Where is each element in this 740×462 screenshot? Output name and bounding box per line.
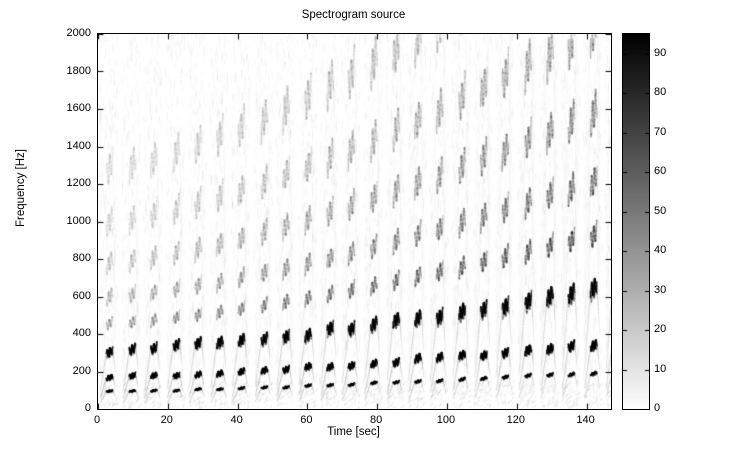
y-tick-label: 400: [72, 327, 91, 339]
colorbar-tick-label: 10: [654, 362, 667, 375]
colorbar-tick-label: 30: [654, 283, 667, 296]
colorbar-tick-label: 40: [654, 244, 667, 257]
colorbar: [622, 33, 650, 410]
colorbar-tick-label: 80: [654, 86, 667, 99]
y-tick-label: 1400: [66, 139, 91, 152]
plot-area: [97, 33, 612, 410]
colorbar-tick-label: 90: [654, 46, 667, 59]
y-tick-label: 200: [72, 364, 91, 377]
x-tick-label: 100: [436, 414, 456, 426]
x-axis-label: Time [sec]: [327, 426, 380, 438]
colorbar-tick-label: 70: [654, 125, 667, 138]
y-tick-label: 800: [72, 252, 91, 264]
y-tick-label: 600: [72, 289, 91, 302]
x-tick-label: 20: [160, 414, 173, 426]
colorbar-tick-label: 60: [654, 165, 667, 178]
y-axis-label: Frequency [Hz]: [15, 149, 27, 227]
y-tick-label: 1200: [66, 177, 91, 189]
x-tick-label: 120: [506, 414, 525, 426]
y-tick-label: 2000: [66, 27, 91, 39]
y-tick-label: 0: [84, 402, 91, 414]
chart-title: Spectrogram source: [301, 9, 406, 21]
x-tick-label: 40: [230, 414, 243, 426]
x-tick-label: 140: [576, 414, 595, 426]
y-tick-label: 1000: [66, 214, 91, 227]
x-tick-label: 0: [93, 414, 101, 426]
colorbar-canvas: [622, 33, 650, 410]
spectrogram-canvas: [97, 33, 612, 410]
colorbar-tick-label: 50: [654, 204, 667, 217]
x-tick-label: 60: [300, 414, 313, 426]
colorbar-tick-label: 20: [654, 323, 667, 336]
x-tick-label: 80: [370, 414, 383, 426]
y-tick-label: 1800: [66, 64, 91, 77]
colorbar-tick-label: 0: [654, 402, 661, 414]
y-tick-label: 1600: [66, 102, 91, 114]
